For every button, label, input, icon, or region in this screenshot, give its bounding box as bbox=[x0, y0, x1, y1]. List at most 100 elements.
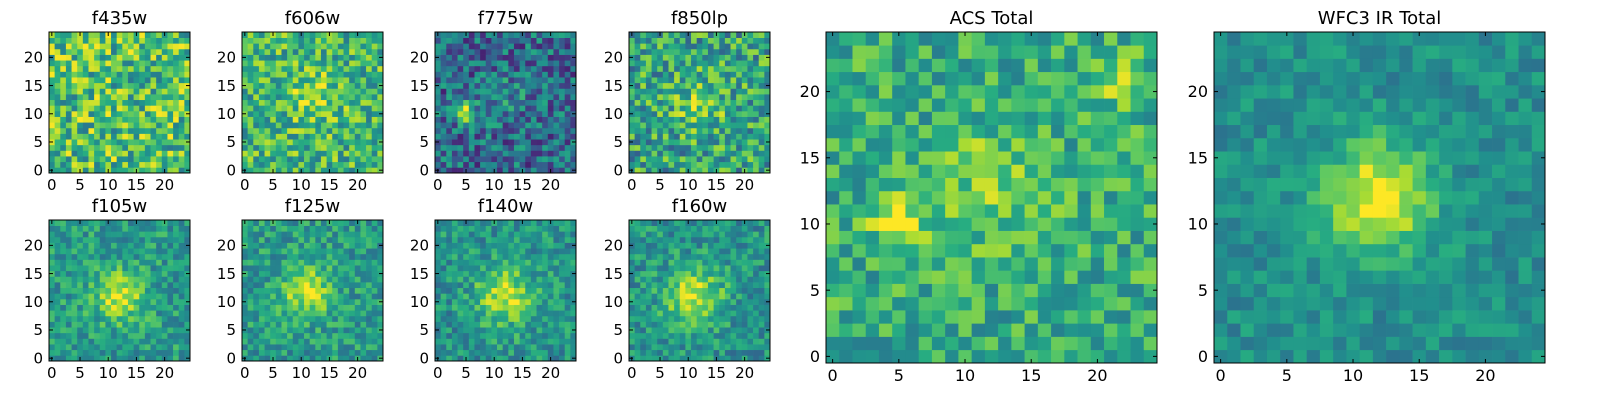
heatmap-cell bbox=[117, 145, 123, 151]
heatmap-cell bbox=[281, 71, 287, 77]
heatmap-cell bbox=[360, 66, 366, 72]
heatmap-cell bbox=[184, 77, 190, 83]
heatmap-cell bbox=[88, 66, 94, 72]
heatmap-cell bbox=[486, 105, 492, 111]
heatmap-cell bbox=[486, 71, 492, 77]
heatmap-cell bbox=[553, 49, 559, 55]
heatmap-cell bbox=[565, 265, 571, 271]
heatmap-cell bbox=[674, 128, 680, 134]
heatmap-cell bbox=[276, 60, 282, 66]
heatmap-cell bbox=[525, 111, 531, 117]
heatmap-cell bbox=[491, 316, 497, 322]
heatmap-cell bbox=[446, 77, 452, 83]
heatmap-cell bbox=[287, 145, 293, 151]
heatmap-cell bbox=[553, 254, 559, 260]
heatmap-cell bbox=[629, 43, 635, 49]
heatmap-cell bbox=[542, 322, 548, 328]
heatmap-cell bbox=[537, 220, 543, 226]
heatmap-cell bbox=[281, 43, 287, 49]
heatmap-cell bbox=[458, 105, 464, 111]
heatmap-cell bbox=[503, 254, 509, 260]
heatmap-cell bbox=[94, 94, 100, 100]
heatmap-cell bbox=[72, 150, 78, 156]
heatmap-cell bbox=[298, 254, 304, 260]
heatmap-cell bbox=[452, 299, 458, 305]
heatmap-cell bbox=[469, 344, 475, 350]
heatmap-cell bbox=[553, 271, 559, 277]
heatmap-cell bbox=[94, 55, 100, 61]
heatmap-cell bbox=[668, 88, 674, 94]
heatmap-cell bbox=[441, 94, 447, 100]
heatmap-cell bbox=[503, 145, 509, 151]
heatmap-cell bbox=[83, 38, 89, 44]
heatmap-cell bbox=[304, 327, 310, 333]
heatmap-cell bbox=[474, 220, 480, 226]
heatmap-cell bbox=[151, 288, 157, 294]
heatmap-cell bbox=[100, 271, 106, 277]
heatmap-cell bbox=[139, 55, 145, 61]
heatmap-cell bbox=[537, 55, 543, 61]
heatmap-cell bbox=[759, 156, 765, 162]
heatmap-cell bbox=[332, 134, 338, 140]
heatmap-cell bbox=[162, 162, 168, 168]
heatmap-cell bbox=[714, 327, 720, 333]
heatmap-cell bbox=[100, 316, 106, 322]
heatmap-cell bbox=[697, 293, 703, 299]
heatmap-cell bbox=[293, 310, 299, 316]
heatmap-cell bbox=[736, 305, 742, 311]
heatmap-cell bbox=[179, 71, 185, 77]
heatmap-cell bbox=[629, 94, 635, 100]
heatmap-cell bbox=[736, 77, 742, 83]
heatmap-cell bbox=[55, 55, 61, 61]
heatmap-cell bbox=[691, 71, 697, 77]
heatmap-cell bbox=[474, 276, 480, 282]
heatmap-cell bbox=[697, 162, 703, 168]
heatmap-cell bbox=[55, 265, 61, 271]
heatmap-cell bbox=[520, 226, 526, 232]
heatmap-cell bbox=[327, 100, 333, 106]
heatmap-cell bbox=[491, 128, 497, 134]
heatmap-cell bbox=[77, 117, 83, 123]
heatmap-cell bbox=[344, 32, 350, 38]
heatmap-cell bbox=[480, 355, 486, 361]
heatmap-cell bbox=[697, 282, 703, 288]
heatmap-cell bbox=[265, 259, 271, 265]
heatmap-cell bbox=[128, 310, 134, 316]
heatmap-cell bbox=[349, 162, 355, 168]
heatmap-cell bbox=[332, 150, 338, 156]
heatmap-cell bbox=[377, 237, 383, 243]
heatmap-cell bbox=[680, 117, 686, 123]
heatmap-cell bbox=[327, 243, 333, 249]
heatmap-cell bbox=[162, 77, 168, 83]
heatmap-cell bbox=[640, 43, 646, 49]
heatmap-cell bbox=[360, 220, 366, 226]
heatmap-cell bbox=[753, 83, 759, 89]
heatmap-cell bbox=[321, 55, 327, 61]
heatmap-cell bbox=[298, 43, 304, 49]
heatmap-cell bbox=[310, 71, 316, 77]
heatmap-cell bbox=[503, 350, 509, 356]
heatmap-cell bbox=[674, 162, 680, 168]
heatmap-cell bbox=[469, 316, 475, 322]
heatmap-cell bbox=[565, 60, 571, 66]
heatmap-cell bbox=[281, 276, 287, 282]
heatmap-cell bbox=[570, 344, 576, 350]
heatmap-cell bbox=[327, 248, 333, 254]
heatmap-cell bbox=[117, 94, 123, 100]
heatmap-cell bbox=[565, 66, 571, 72]
heatmap-cell bbox=[542, 111, 548, 117]
heatmap-cell bbox=[377, 288, 383, 294]
heatmap-cell bbox=[469, 94, 475, 100]
heatmap-cell bbox=[145, 100, 151, 106]
heatmap-cell bbox=[463, 150, 469, 156]
heatmap-cell bbox=[635, 134, 641, 140]
heatmap-cell bbox=[349, 293, 355, 299]
heatmap-cell bbox=[179, 167, 185, 173]
heatmap-cell bbox=[719, 88, 725, 94]
heatmap-cell bbox=[525, 105, 531, 111]
heatmap-cell bbox=[298, 55, 304, 61]
heatmap-cell bbox=[111, 310, 117, 316]
heatmap-cell bbox=[122, 305, 128, 311]
heatmap-cell bbox=[111, 117, 117, 123]
heatmap-cell bbox=[100, 305, 106, 311]
